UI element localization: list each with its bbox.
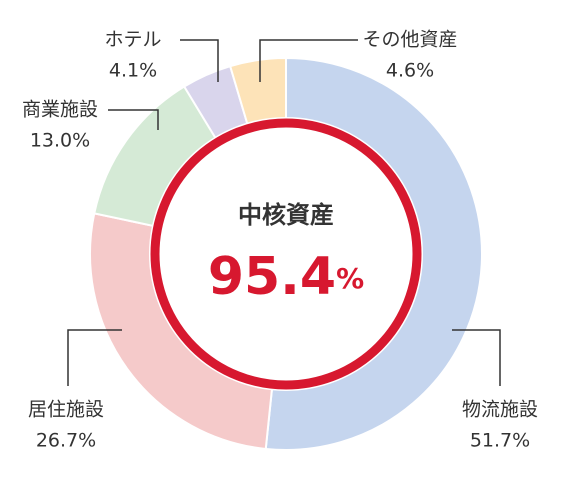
donut-segment (89, 212, 274, 451)
segment-label: 居住施設 (28, 399, 104, 421)
donut-segment (264, 56, 483, 451)
leader-line (108, 109, 159, 130)
donut-segment (228, 56, 287, 125)
leader-line (67, 329, 122, 386)
center-number: 95.4 (208, 247, 336, 307)
segment-label: 物流施設 (462, 399, 538, 421)
segments (89, 56, 483, 451)
leader-line (180, 39, 219, 82)
leader-line (259, 39, 358, 82)
segment-label: ホテル (104, 29, 161, 51)
value-label: 4.6% (386, 60, 434, 82)
value-label: 13.0% (30, 130, 90, 152)
center-label: 中核資産 (238, 201, 334, 229)
value-label: 26.7% (36, 430, 96, 452)
segment-label: その他資産 (362, 29, 457, 51)
center-unit: % (336, 262, 364, 295)
center-ring (150, 118, 422, 390)
segment-label: 商業施設 (22, 99, 98, 121)
center-value: 95.4% (208, 247, 364, 307)
value-label: 4.1% (109, 60, 157, 82)
leader-line (452, 329, 501, 386)
value-label: 51.7% (470, 430, 530, 452)
